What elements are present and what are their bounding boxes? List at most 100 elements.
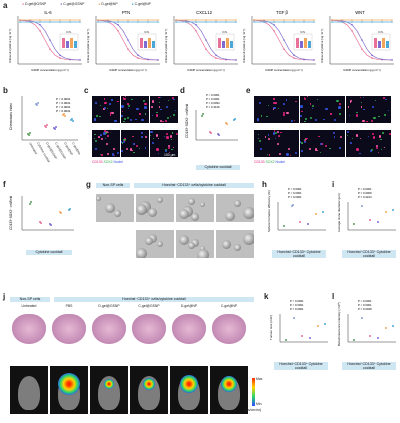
pval: P = 0.3224 bbox=[358, 195, 372, 199]
cell-dot bbox=[160, 108, 162, 111]
cell-dot bbox=[351, 138, 353, 140]
series-point bbox=[49, 19, 51, 21]
series-point bbox=[69, 58, 71, 61]
series-point bbox=[59, 21, 61, 23]
cell-dot bbox=[126, 148, 129, 151]
cell-dot bbox=[278, 135, 281, 138]
series-point bbox=[351, 24, 353, 26]
series-point bbox=[313, 59, 315, 61]
cell-dot bbox=[356, 148, 359, 151]
panel-i-letter: i bbox=[332, 180, 335, 189]
panel-k-chart: Tumour size (mm³) P < 0.0001 P < 0.0001 … bbox=[269, 299, 328, 343]
brain-section bbox=[172, 314, 206, 344]
series-point bbox=[313, 19, 315, 21]
panel-g-images: UntreatedPBSD-gel@GSNPC-gel@GSNPD-gel@GS… bbox=[96, 190, 254, 260]
cell-dot bbox=[142, 99, 146, 102]
series-point bbox=[137, 19, 139, 21]
panel-a-chart: CXCL12 Unbound cytokine (ng ml⁻¹) GSNP con… bbox=[164, 10, 238, 72]
series-point bbox=[59, 54, 61, 56]
ns-label: N.S. bbox=[378, 30, 383, 34]
series-point bbox=[29, 21, 31, 23]
cell-dot bbox=[144, 112, 147, 115]
cell-dot bbox=[172, 146, 175, 149]
inset-bar bbox=[378, 41, 381, 48]
cell-dot bbox=[348, 114, 350, 116]
cell-dot bbox=[340, 135, 343, 138]
cell-dot bbox=[258, 102, 261, 104]
colorbar-max: Max bbox=[256, 377, 263, 381]
cell-dot bbox=[108, 131, 110, 134]
cell-dot bbox=[283, 114, 286, 117]
cell-dot bbox=[129, 119, 132, 122]
series-point bbox=[69, 21, 71, 23]
panel-h-letter: h bbox=[262, 180, 267, 189]
pval: P = 0.0001 bbox=[290, 307, 304, 311]
cell-dot bbox=[158, 137, 160, 139]
cell-dot bbox=[359, 96, 362, 99]
ns-label: N.S. bbox=[66, 30, 71, 34]
cell-dot bbox=[304, 140, 306, 142]
cell-dot bbox=[136, 107, 139, 111]
series-point bbox=[391, 59, 393, 61]
cell-dot bbox=[131, 135, 134, 138]
series-point bbox=[283, 19, 285, 21]
pval: P < 0.0001 bbox=[206, 93, 220, 97]
series-point bbox=[59, 19, 61, 21]
series-point bbox=[235, 59, 237, 61]
panel-d-condition-box: Cytokine cocktail bbox=[196, 165, 240, 170]
series-point bbox=[185, 19, 187, 21]
cell-dot bbox=[363, 108, 365, 111]
cell-dot bbox=[144, 102, 147, 105]
inset-bar bbox=[300, 41, 303, 48]
cell-dot bbox=[163, 135, 165, 138]
cell-dot bbox=[126, 116, 130, 120]
series-point bbox=[361, 19, 363, 21]
cell-dot bbox=[362, 119, 365, 123]
pval: P = 0.3416 bbox=[206, 105, 220, 109]
cell-dot bbox=[124, 138, 127, 140]
cell-dot bbox=[317, 98, 319, 100]
cell-dot bbox=[139, 113, 141, 115]
bioluminescence-signal bbox=[104, 379, 114, 389]
series-point bbox=[79, 19, 81, 21]
panel-i-chart: Average clone diameter (μm) P < 0.0001 P… bbox=[337, 187, 396, 232]
cell-dot bbox=[267, 104, 269, 106]
brain-section bbox=[92, 314, 126, 344]
panel-e-letter: e bbox=[246, 86, 251, 95]
panel-k-letter: k bbox=[264, 292, 269, 301]
cell-dot bbox=[158, 106, 161, 108]
ivis-image bbox=[90, 366, 128, 414]
panel-c-stain: CD133 SOX2 Nuclei bbox=[92, 160, 123, 164]
cell-dot bbox=[145, 135, 148, 138]
microscopy-image: D-gel@GSNP bbox=[92, 130, 120, 157]
cell-dot bbox=[171, 148, 173, 151]
pval: P = 0.0009 bbox=[358, 191, 372, 195]
panel-h-chart: Sphere formation efficiency (%) P < 0.00… bbox=[267, 187, 326, 232]
series-point bbox=[253, 19, 255, 21]
series-point bbox=[293, 54, 295, 56]
series-point bbox=[273, 19, 275, 21]
cell-dot bbox=[156, 148, 159, 151]
chart-ylabel: Unbound cytokine (ng ml⁻¹) bbox=[242, 29, 246, 63]
cell-dot bbox=[336, 99, 339, 102]
series-point bbox=[205, 19, 207, 21]
cell-dot bbox=[370, 150, 373, 153]
brain-section bbox=[132, 314, 166, 344]
brain-label: C-gel@NP bbox=[220, 304, 238, 308]
cell-dot bbox=[325, 107, 328, 111]
points-cgel-np bbox=[70, 118, 74, 122]
cell-dot bbox=[106, 108, 108, 110]
cell-dot bbox=[172, 96, 175, 99]
cell-dot bbox=[309, 116, 313, 120]
ivis-image bbox=[210, 366, 248, 414]
series-point bbox=[361, 48, 363, 50]
cell-dot bbox=[319, 142, 323, 146]
cell-dot bbox=[127, 104, 130, 107]
cell-dot bbox=[156, 114, 159, 117]
cell-dot bbox=[153, 138, 155, 140]
cell-dot bbox=[272, 132, 276, 135]
cell-dot bbox=[360, 101, 363, 104]
cell-dot bbox=[300, 114, 303, 117]
cell-dot bbox=[152, 142, 155, 145]
sphere-image: C-gel@NP bbox=[176, 230, 214, 258]
